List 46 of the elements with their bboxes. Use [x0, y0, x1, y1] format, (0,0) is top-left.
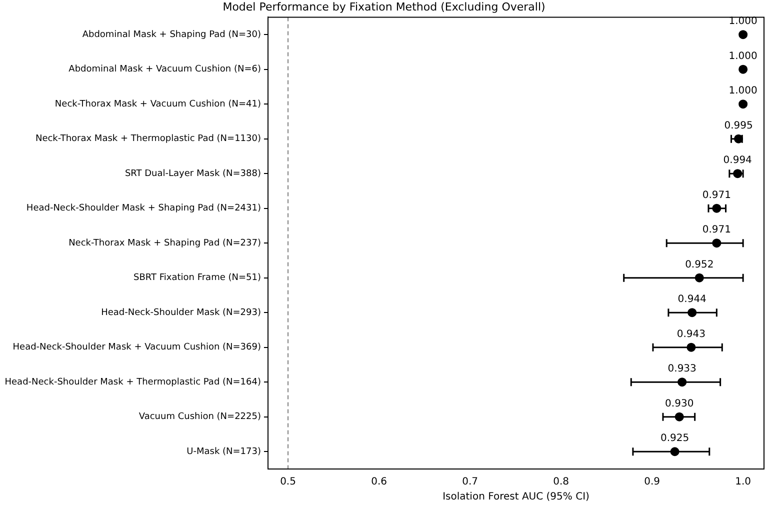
chart-title: Model Performance by Fixation Method (Excluding Overall) [222, 0, 546, 14]
point [670, 447, 680, 456]
y-tick-label: Head-Neck-Shoulder Mask + Shaping Pad (N=2431) [26, 204, 261, 214]
x-tick-label: 0.7 [462, 476, 478, 488]
point [694, 273, 704, 282]
data-label: 0.971 [702, 190, 731, 201]
y-tick-label: SRT Dual-Layer Mask (N=388) [124, 168, 261, 179]
y-tick-label: Neck-Thorax Mask + Shaping Pad (N=237) [68, 238, 261, 248]
data-label: 0.943 [676, 328, 706, 340]
y-tick-label: U-Mask (N=173) [186, 446, 261, 457]
y-tick-label: Vacuum Cushion (N=2225) [138, 412, 261, 422]
x-tick-label: 0.5 [280, 476, 296, 488]
x-tick-label: 0.9 [644, 476, 660, 488]
data-label: 0.930 [665, 398, 694, 410]
x-tick-label: 0.6 [371, 476, 387, 488]
data-label: 0.971 [702, 224, 731, 236]
point [733, 169, 742, 178]
point [734, 134, 744, 144]
point [686, 342, 696, 352]
data-label: 0.994 [723, 155, 752, 166]
data-label: 0.944 [678, 294, 706, 306]
y-tick-label: SBRT Fixation Frame (N=51) [134, 273, 261, 284]
point [738, 64, 748, 74]
y-tick-label: Abdominal Mask + Shaping Pad (N=30) [82, 30, 261, 40]
point [712, 204, 722, 213]
data-label: 0.933 [668, 364, 696, 375]
point [688, 308, 697, 318]
y-tick-label: Neck-Thorax Mask + Vacuum Cushion (N=41) [54, 99, 261, 110]
x-axis-title: Isolation Forest AUC (95% CI) [442, 492, 590, 503]
point [738, 100, 748, 109]
data-label: 1.000 [728, 86, 758, 97]
y-tick-label: Head-Neck-Shoulder Mask + Thermoplastic Pad (N=164) [4, 377, 261, 388]
data-label: 0.925 [660, 433, 690, 444]
y-tick-label: Head-Neck-Shoulder Mask (N=293) [101, 308, 261, 318]
y-tick-label: Neck-Thorax Mask + Thermoplastic Pad (N=1130) [35, 134, 261, 144]
x-tick-label: 0.8 [553, 476, 570, 488]
point [738, 30, 748, 40]
point [678, 378, 687, 387]
point [674, 412, 684, 422]
y-tick-label: Head-Neck-Shoulder Mask + Vacuum Cushion (N=369) [12, 342, 261, 353]
data-label: 0.952 [685, 259, 714, 270]
x-tick-label: 1.0 [735, 476, 752, 488]
y-tick-label: Abdominal Mask + Vacuum Cushion (N=6) [68, 64, 261, 75]
data-label: 1.000 [728, 50, 758, 62]
point [712, 238, 722, 248]
data-label: 0.995 [724, 120, 753, 132]
